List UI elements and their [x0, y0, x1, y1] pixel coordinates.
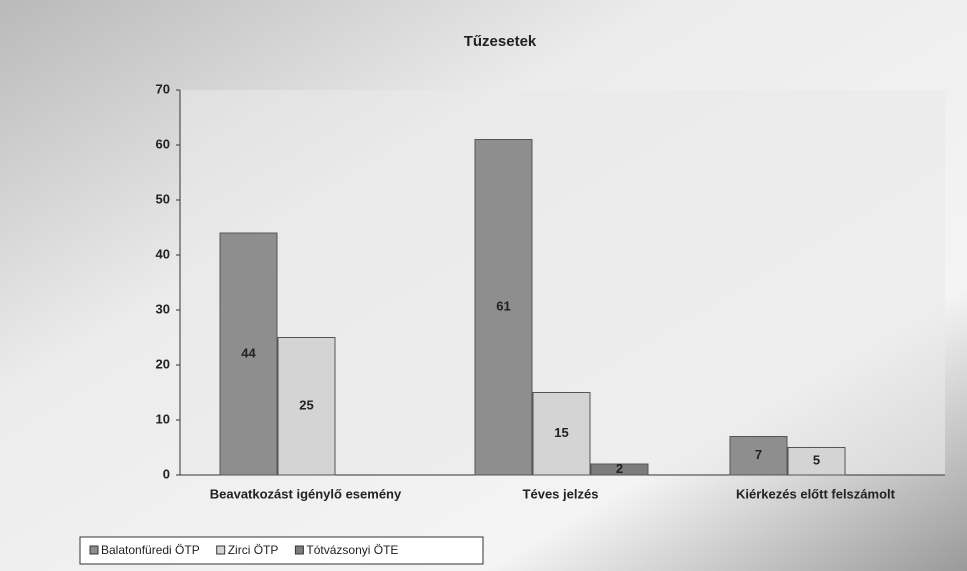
bar [474, 139, 533, 476]
data-label: 5 [813, 453, 820, 468]
y-tick-label: 40 [156, 246, 170, 261]
data-label: 44 [241, 345, 256, 360]
data-label: 2 [616, 461, 623, 476]
bar [787, 447, 846, 476]
legend-swatch [216, 545, 226, 555]
bar [729, 436, 788, 476]
y-tick-label: 0 [163, 466, 170, 481]
legend-swatch [89, 545, 99, 555]
bar [277, 337, 336, 476]
legend-label: Balatonfüredi ÖTP [101, 543, 200, 557]
y-tick-label: 10 [156, 411, 170, 426]
y-tick-label: 70 [156, 81, 170, 96]
x-tick-label: Téves jelzés [523, 486, 599, 501]
data-label: 7 [755, 447, 762, 462]
bar [219, 232, 278, 476]
data-label: 15 [554, 425, 568, 440]
data-label: 25 [299, 398, 313, 413]
y-tick-label: 20 [156, 356, 170, 371]
x-tick-label: Kiérkezés előtt felszámolt [736, 486, 896, 501]
bar [532, 392, 591, 476]
bar [590, 463, 649, 476]
legend-label: Zirci ÖTP [228, 543, 279, 557]
legend [79, 536, 484, 565]
x-tick-label: Beavatkozást igénylő esemény [210, 486, 402, 501]
y-tick-label: 30 [156, 301, 170, 316]
legend-label: Tótvázsonyi ÖTE [306, 543, 398, 557]
legend-swatch [294, 545, 304, 555]
chart-title: Tűzesetek [464, 33, 537, 50]
y-tick-label: 60 [156, 136, 170, 151]
y-tick-label: 50 [156, 191, 170, 206]
data-label: 61 [496, 299, 510, 314]
